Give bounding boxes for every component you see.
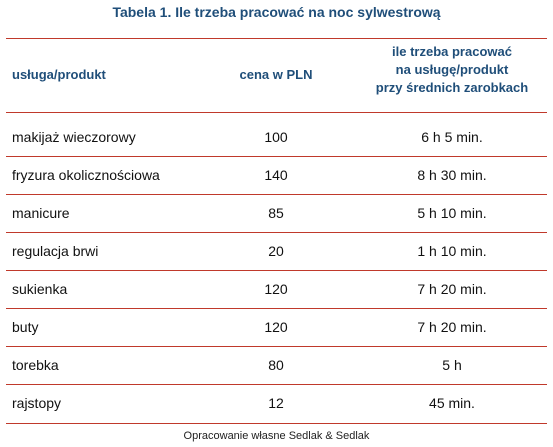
header-time-line1: ile trzeba pracować <box>392 44 512 59</box>
cell-time: 7 h 20 min. <box>417 281 487 297</box>
row-rule <box>6 232 547 233</box>
header-price: cena w PLN <box>239 67 313 82</box>
cell-time: 8 h 30 min. <box>417 167 487 183</box>
row-rule <box>6 308 547 309</box>
cell-time: 5 h 10 min. <box>417 205 487 221</box>
cell-product: sukienka <box>12 281 68 297</box>
cell-time: 7 h 20 min. <box>417 319 487 335</box>
table-row: rajstopy 12 45 min. <box>6 384 547 422</box>
cell-product: manicure <box>12 205 70 221</box>
header-bottom-rule <box>6 112 547 113</box>
cell-product: regulacja brwi <box>12 243 99 259</box>
cell-price: 120 <box>264 281 288 297</box>
cell-time: 5 h <box>442 357 462 373</box>
table-row: fryzura okolicznościowa 140 8 h 30 min. <box>6 156 547 194</box>
header-time: ile trzeba pracować na usługę/produkt pr… <box>362 43 542 97</box>
cell-price: 80 <box>268 357 284 373</box>
cell-product: buty <box>12 319 39 335</box>
cell-time: 1 h 10 min. <box>417 243 487 259</box>
cell-price: 85 <box>268 205 284 221</box>
header-time-line3: przy średnich zarobkach <box>375 80 529 95</box>
header-top-rule <box>6 38 547 39</box>
table-row: buty 120 7 h 20 min. <box>6 308 547 346</box>
source-note: Opracowanie własne Sedlak & Sedlak <box>183 430 370 442</box>
table-row: torebka 80 5 h <box>6 346 547 384</box>
table-row: sukienka 120 7 h 20 min. <box>6 270 547 308</box>
cell-price: 12 <box>268 395 284 411</box>
header-time-line2: na usługę/produkt <box>395 62 509 77</box>
table-row: makijaż wieczorowy 100 6 h 5 min. <box>6 118 547 156</box>
cell-product: fryzura okolicznościowa <box>12 167 160 183</box>
cell-product: rajstopy <box>12 395 62 411</box>
cell-price: 20 <box>268 243 284 259</box>
table-title: Tabela 1. Ile trzeba pracować na noc syl… <box>112 4 441 20</box>
cell-time: 6 h 5 min. <box>421 129 483 145</box>
row-rule <box>6 194 547 195</box>
cell-product: makijaż wieczorowy <box>12 129 136 145</box>
cell-price: 140 <box>264 167 288 183</box>
table-row: manicure 85 5 h 10 min. <box>6 194 547 232</box>
row-rule <box>6 384 547 385</box>
table-bottom-rule <box>6 423 547 424</box>
table-row: regulacja brwi 20 1 h 10 min. <box>6 232 547 270</box>
cell-product: torebka <box>12 357 59 373</box>
cell-time: 45 min. <box>429 395 475 411</box>
row-rule <box>6 346 547 347</box>
row-rule <box>6 270 547 271</box>
cell-price: 100 <box>264 129 288 145</box>
header-product: usługa/produkt <box>12 67 106 82</box>
cell-price: 120 <box>264 319 288 335</box>
row-rule <box>6 156 547 157</box>
